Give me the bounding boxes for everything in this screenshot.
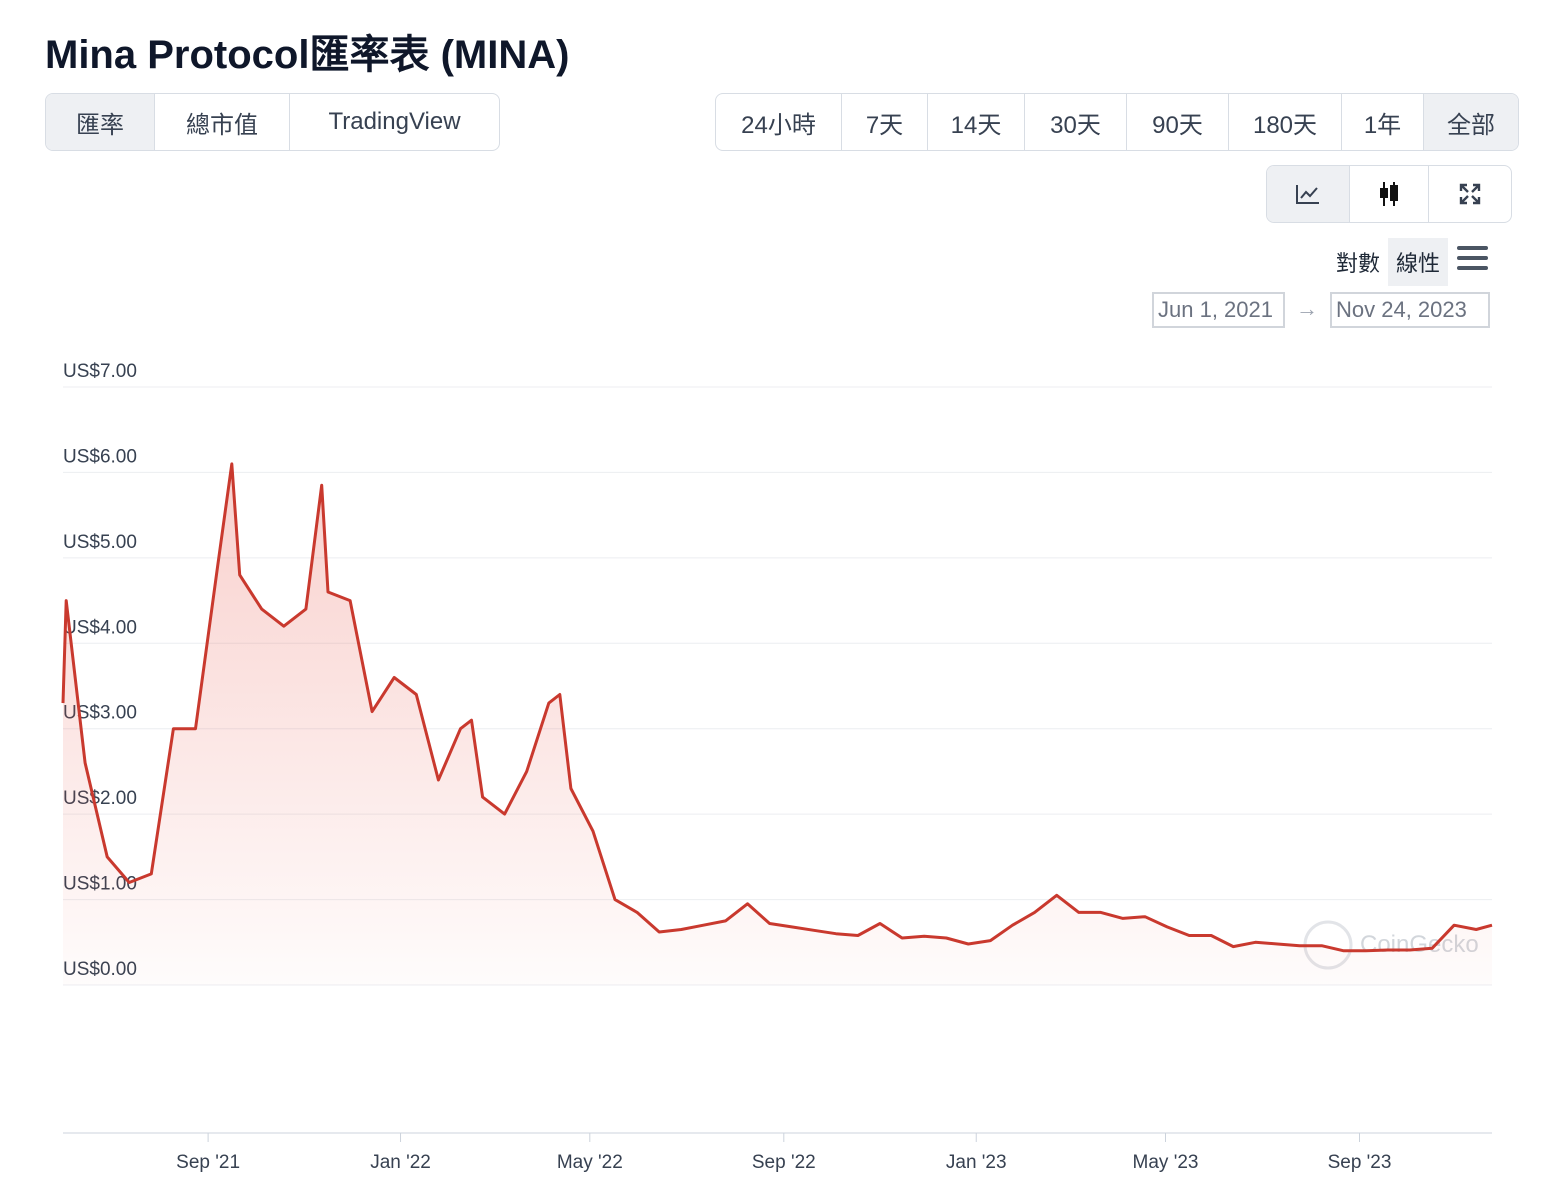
range-button[interactable]: 全部 — [1423, 94, 1518, 150]
y-tick-label: US$2.00 — [63, 788, 137, 809]
price-line — [61, 462, 1493, 953]
x-tick-label: Sep '23 — [1328, 1152, 1392, 1173]
tab[interactable]: 總市值 — [154, 94, 289, 150]
watermark-logo — [1303, 920, 1353, 970]
x-tick-label: May '23 — [1133, 1152, 1199, 1173]
menu-button[interactable] — [1457, 246, 1488, 276]
line-chart-button[interactable] — [1267, 166, 1349, 222]
y-tick-label: US$0.00 — [63, 959, 137, 980]
range-button[interactable]: 24小時 — [741, 111, 816, 139]
date-from[interactable]: Jun 1, 2021 — [1152, 292, 1285, 328]
tab[interactable]: TradingView — [289, 94, 499, 150]
x-tick-label: Sep '22 — [752, 1152, 816, 1173]
x-tick-label: Jan '23 — [946, 1152, 1007, 1173]
x-tick-label: May '22 — [557, 1152, 623, 1173]
title: Mina Protocol匯率表 (MINA) — [45, 33, 570, 77]
candle-chart-button[interactable] — [1349, 166, 1428, 222]
watermark: CoinGecko — [1360, 931, 1479, 958]
y-tick-label: US$7.00 — [63, 361, 137, 382]
range-button[interactable]: 14天 — [927, 94, 1024, 150]
y-tick-label: US$4.00 — [63, 617, 137, 638]
y-tick-label: US$3.00 — [63, 703, 137, 724]
tab[interactable]: 匯率 — [46, 94, 154, 150]
y-tick-label: US$6.00 — [63, 446, 137, 467]
x-tick-label: Jan '22 — [370, 1152, 431, 1173]
date-to[interactable]: Nov 24, 2023 — [1330, 292, 1490, 328]
fullscreen-button[interactable] — [1428, 166, 1511, 222]
range-group: 24小時 7天 14天 30天 90天 180天 1年 全部 — [715, 93, 1519, 151]
date-arrow: → — [1296, 296, 1318, 321]
tab-group: 匯率 總市值 TradingView — [45, 93, 500, 151]
scale-toggle: 對數 線性 — [1328, 238, 1448, 286]
scale-option[interactable]: 對數 — [1335, 251, 1380, 276]
y-tick-label: US$5.00 — [63, 532, 137, 553]
scale-option[interactable]: 線性 — [1387, 238, 1448, 286]
area — [63, 463, 1492, 985]
range-button[interactable]: 7天 — [841, 94, 927, 150]
range-button[interactable]: 90天 — [1126, 94, 1228, 150]
x-tick-label: Sep '21 — [176, 1152, 240, 1173]
range-button[interactable]: 1年 — [1341, 94, 1423, 150]
y-tick-label: US$1.00 — [63, 874, 137, 895]
range-button[interactable]: 30天 — [1024, 94, 1126, 150]
chart-type-group — [1266, 165, 1512, 223]
range-button[interactable]: 180天 — [1228, 94, 1341, 150]
